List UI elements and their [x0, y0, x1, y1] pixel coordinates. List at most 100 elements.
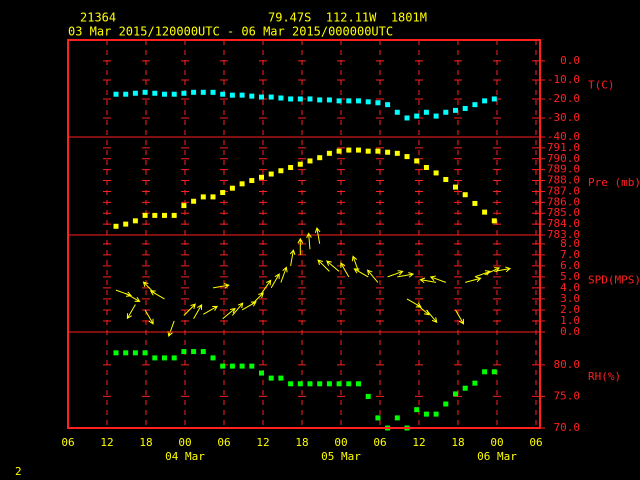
wind-vector: [270, 273, 280, 289]
data-point: [200, 89, 206, 95]
data-point: [200, 349, 206, 355]
x-tick-label: 12: [256, 436, 269, 449]
data-point: [162, 212, 167, 218]
data-point: [346, 147, 352, 153]
data-point: [385, 102, 391, 108]
x-tick-label: 00: [334, 436, 347, 449]
data-point: [404, 115, 410, 121]
data-point: [453, 184, 458, 190]
x-tick-label: 06: [529, 436, 542, 449]
data-point: [404, 154, 410, 160]
data-point: [200, 194, 206, 200]
wind-vector: [183, 303, 196, 316]
y-tick-label: 8.0: [560, 237, 580, 250]
data-point: [259, 174, 264, 180]
y-tick-label: 4.0: [560, 281, 580, 294]
data-point: [307, 381, 313, 387]
data-point: [239, 92, 245, 98]
wind-vector: [494, 266, 512, 273]
x-tick-label: 00: [178, 436, 191, 449]
data-point: [365, 148, 371, 154]
data-point: [472, 102, 478, 108]
data-point: [229, 185, 235, 191]
data-point: [336, 381, 342, 387]
data-point: [462, 385, 468, 391]
data-point: [278, 95, 284, 101]
data-point: [472, 200, 478, 206]
y-tick-label: 70.0: [554, 421, 581, 434]
data-point: [171, 355, 177, 361]
data-point: [307, 158, 313, 164]
wind-vector: [455, 309, 465, 325]
y-tick-label: -10.0: [547, 73, 580, 86]
data-point: [288, 164, 294, 170]
wind-vector: [222, 307, 236, 320]
y-tick-label: 1.0: [560, 314, 580, 327]
data-point: [220, 91, 226, 97]
y-axis-label: Pre (mb): [588, 176, 640, 189]
data-point: [239, 363, 245, 369]
y-tick-label: 7.0: [560, 248, 580, 261]
data-point: [482, 209, 488, 215]
data-point: [394, 109, 400, 115]
data-point: [220, 190, 226, 196]
wind-vector: [125, 292, 141, 302]
data-point: [152, 90, 158, 96]
y-tick-label: 784.0: [547, 217, 580, 230]
data-point: [171, 91, 177, 97]
data-point: [142, 212, 148, 218]
data-point: [249, 363, 255, 369]
data-point: [132, 90, 138, 96]
data-point: [326, 150, 332, 156]
date-label: 05 Mar: [321, 450, 361, 463]
wind-vector: [306, 232, 312, 250]
x-tick-label: 12: [100, 436, 113, 449]
data-point: [171, 212, 177, 218]
data-point: [259, 94, 264, 100]
data-point: [336, 98, 342, 104]
wind-vector: [429, 275, 446, 283]
y-tick-label: -20.0: [547, 92, 580, 105]
data-point: [423, 411, 429, 417]
data-point: [375, 148, 381, 154]
x-tick-label: 06: [61, 436, 74, 449]
data-point: [142, 350, 148, 356]
data-point: [210, 89, 216, 95]
data-point: [181, 203, 187, 209]
data-point: [346, 381, 352, 387]
frame: [67, 39, 541, 429]
wind-vector: [289, 249, 296, 266]
data-point: [394, 150, 400, 156]
wind-vector: [280, 266, 288, 283]
wind-vector: [232, 302, 244, 316]
wind-vector: [212, 283, 230, 289]
data-point: [346, 98, 352, 104]
y-tick-label: -40.0: [547, 130, 580, 143]
y-tick-label: 785.0: [547, 206, 580, 219]
data-point: [491, 369, 497, 375]
data-point: [132, 218, 138, 224]
data-point: [433, 170, 439, 176]
data-point: [433, 113, 439, 119]
data-point: [268, 375, 274, 381]
wind-vector: [419, 277, 437, 284]
footer: 2: [15, 465, 22, 478]
data-point: [278, 375, 284, 381]
x-tick-label: 06: [373, 436, 386, 449]
data-point: [297, 161, 303, 167]
data-point: [162, 355, 167, 361]
data-point: [210, 355, 216, 361]
wind-vector: [314, 227, 321, 244]
wind-vector: [366, 269, 379, 283]
station-location: 79.47S 112.11W 1801M: [268, 11, 427, 25]
data-point: [375, 415, 381, 421]
date-label: 06 Mar: [477, 450, 517, 463]
data-point: [462, 192, 468, 198]
y-tick-label: 786.0: [547, 195, 580, 208]
x-tick-label: 12: [412, 436, 425, 449]
y-axis-label: T(C): [588, 79, 615, 92]
y-tick-label: -30.0: [547, 111, 580, 124]
y-tick-label: 790.0: [547, 152, 580, 165]
y-tick-label: 0.0: [560, 325, 580, 338]
